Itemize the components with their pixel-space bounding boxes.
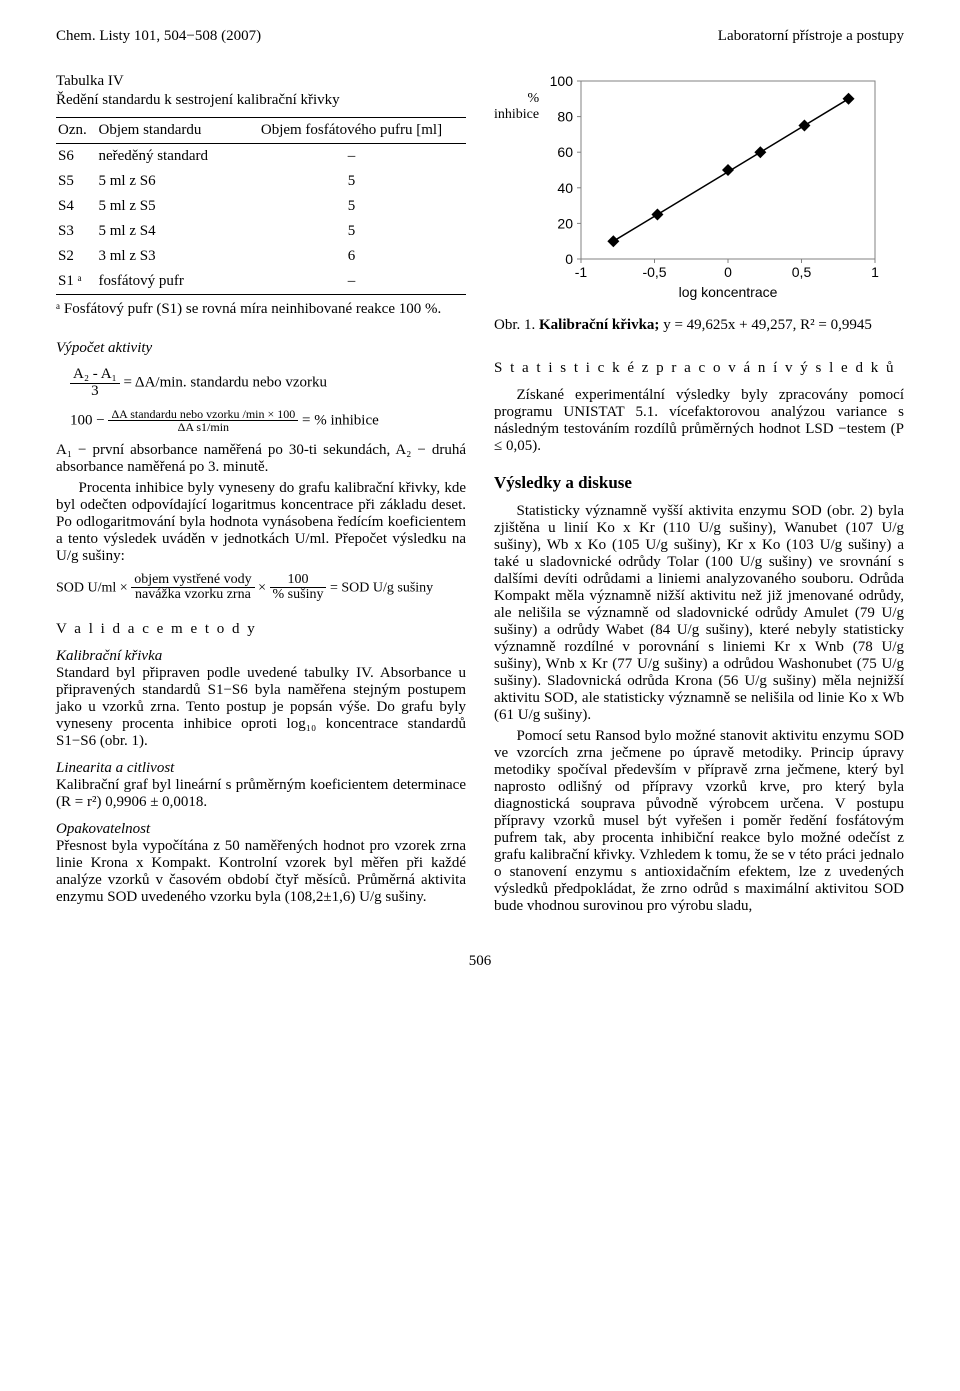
validation-heading: V a l i d a c e m e t o d y xyxy=(56,621,466,638)
chart-ylabel: % inhibice xyxy=(494,73,543,123)
eq2: 100 − ΔA standardu nebo vzorku /min × 10… xyxy=(70,408,466,434)
th-obj-std: Objem standardu xyxy=(97,118,237,144)
stats-heading: S t a t i s t i c k é z p r a c o v á n … xyxy=(494,360,904,377)
table-cell: S3 xyxy=(56,219,97,244)
results-p1: Statisticky významně vyšší aktivita enzy… xyxy=(494,503,904,724)
page-number: 506 xyxy=(56,953,904,970)
svg-text:0,5: 0,5 xyxy=(792,264,812,280)
results-heading: Výsledky a diskuse xyxy=(494,473,904,493)
th-obj-pufr: Objem fosfátového pufru [ml] xyxy=(237,118,466,144)
table4-footnote: ᵃ Fosfátový pufr (S1) se rovná míra nein… xyxy=(56,301,466,318)
table-cell: 5 ml z S5 xyxy=(97,194,237,219)
table-cell: S2 xyxy=(56,244,97,269)
lin-block: Linearita a citlivost Kalibrační graf by… xyxy=(56,760,466,811)
svg-text:1: 1 xyxy=(871,264,879,280)
svg-text:40: 40 xyxy=(558,180,574,196)
activity-heading: Výpočet aktivity xyxy=(56,340,466,357)
table-cell: 6 xyxy=(237,244,466,269)
fig1-caption: Obr. 1. Kalibrační křivka; y = 49,625x +… xyxy=(494,317,904,334)
svg-text:100: 100 xyxy=(550,73,574,89)
th-ozn: Ozn. xyxy=(56,118,97,144)
svg-text:-1: -1 xyxy=(575,264,588,280)
eq1: A₂ - A₁ 3 = ΔA/min. standardu nebo vzork… xyxy=(70,367,466,400)
table-cell: S1 ᵃ xyxy=(56,269,97,295)
dilution-table: Ozn. Objem standardu Objem fosfátového p… xyxy=(56,117,466,295)
table-cell: fosfátový pufr xyxy=(97,269,237,295)
svg-text:log koncentrace: log koncentrace xyxy=(679,284,778,300)
table-cell: 5 xyxy=(237,194,466,219)
table-cell: neředěný standard xyxy=(97,144,237,170)
svg-text:-0,5: -0,5 xyxy=(643,264,667,280)
a1-desc: A₁ − první absorbance naměřená po 30-ti … xyxy=(56,442,466,476)
svg-text:80: 80 xyxy=(558,109,574,125)
percent-desc: Procenta inhibice byly vyneseny do grafu… xyxy=(56,480,466,565)
table-cell: 5 xyxy=(237,219,466,244)
svg-text:20: 20 xyxy=(558,215,574,231)
calibration-chart: % inhibice 0 20 40 60 80 100 -1 -0,5 0 0,5 1 log ko… xyxy=(494,73,904,303)
journal-ref: Chem. Listy 101, 504−508 (2007) xyxy=(56,28,261,45)
eq3: SOD U/ml × objem vystřené vody navážka v… xyxy=(56,573,466,603)
kalib-block: Kalibrační křivka Standard byl připraven… xyxy=(56,648,466,750)
stats-para: Získané experimentální výsledky byly zpr… xyxy=(494,387,904,455)
table-cell: 5 xyxy=(237,169,466,194)
table-cell: 3 ml z S3 xyxy=(97,244,237,269)
table4-title: Tabulka IV xyxy=(56,73,466,90)
table4-subtitle: Ředění standardu k sestrojení kalibrační… xyxy=(56,92,466,109)
table-cell: S4 xyxy=(56,194,97,219)
table-cell: – xyxy=(237,144,466,170)
opak-block: Opakovatelnost Přesnost byla vypočítána … xyxy=(56,821,466,906)
results-p2: Pomocí setu Ransod bylo možné stanovit a… xyxy=(494,728,904,915)
svg-text:0: 0 xyxy=(724,264,732,280)
table-cell: 5 ml z S6 xyxy=(97,169,237,194)
table-cell: S5 xyxy=(56,169,97,194)
chart-svg: 0 20 40 60 80 100 -1 -0,5 0 0,5 1 log koncentrace xyxy=(543,73,883,303)
table-cell: S6 xyxy=(56,144,97,170)
section-ref: Laboratorní přístroje a postupy xyxy=(718,28,904,45)
svg-text:60: 60 xyxy=(558,144,574,160)
svg-text:0: 0 xyxy=(565,251,573,267)
table-cell: – xyxy=(237,269,466,295)
table-cell: 5 ml z S4 xyxy=(97,219,237,244)
